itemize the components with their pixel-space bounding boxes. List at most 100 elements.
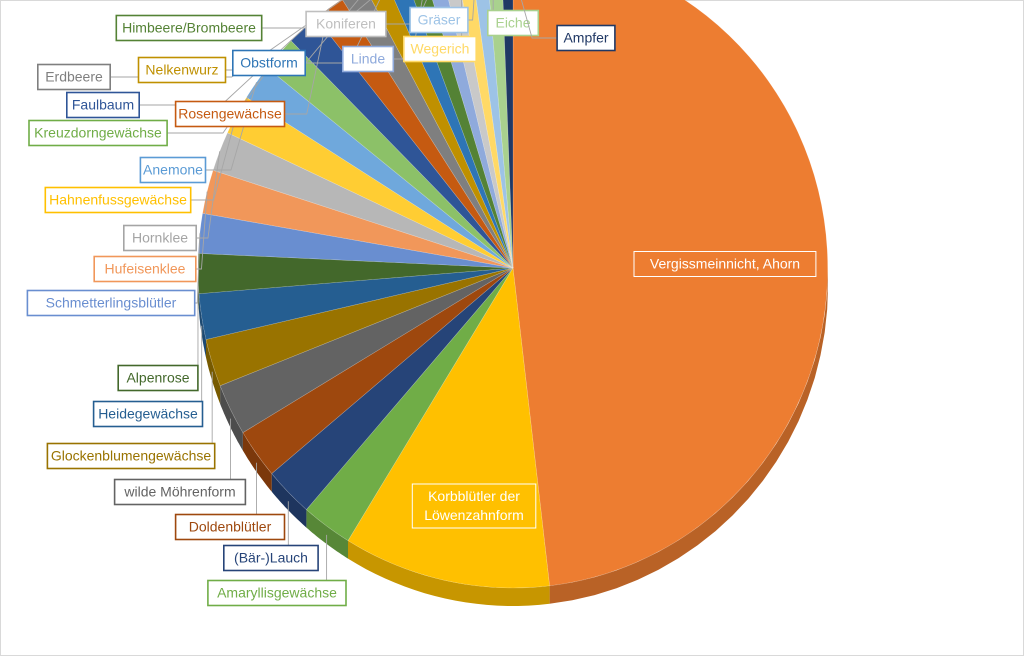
pie-side-segment [199,293,206,358]
data-label-text: Gräser [418,12,461,28]
data-label: Rosengewächse [174,8,330,128]
leader-line [194,233,201,304]
data-label-text: Hornklee [132,230,188,246]
pie-slice [475,0,514,269]
data-label-text: Glockenblumengewächse [51,448,212,464]
label-box [46,442,216,470]
label-box [123,224,198,252]
data-label-text: Wegerich [411,41,470,57]
data-label-text: Löwenzahnform [424,507,524,523]
pie-side-segment [348,540,550,606]
data-label: Himbeere/Brombeere [115,0,371,42]
label-box [207,579,347,607]
pie-slice [305,267,514,542]
pie-slice [413,0,514,269]
label-box [139,156,207,184]
data-label-text: Ampfer [563,30,608,46]
leader-line [467,0,475,21]
data-label-text: (Bär-)Lauch [234,550,308,566]
pie-side-segment [242,432,272,492]
data-label-text: Koniferen [316,16,376,32]
data-labels: Vergissmeinnicht, Ahorn Korbblütler der Lö… [26,0,817,607]
data-label: Heidegewächse [92,325,204,428]
pie-side-segment [220,385,243,451]
data-label-text: Anemone [143,162,203,178]
leader-line [167,53,280,134]
data-label-text: Korbblütler der [428,488,520,504]
label-box [232,49,307,77]
pie-slice [489,0,514,269]
label-box [223,544,319,572]
data-label: Wegerich [402,0,477,63]
data-label-text: Doldenblütler [189,519,272,535]
label-box [556,24,616,52]
data-label-text: Eiche [495,15,530,31]
data-label: Obstform [232,0,381,77]
label-box [633,251,817,277]
label-box [137,56,227,84]
pie-slice [371,0,514,269]
pie-side-segment [549,268,828,604]
data-label: Erdbeere [36,0,343,91]
data-label: Linde [341,0,423,73]
label-box [411,483,537,529]
label-box [93,255,197,283]
pie-slice [219,267,514,434]
label-box [305,10,387,38]
data-label-text: Alpenrose [126,370,189,386]
data-label-text: Nelkenwurz [145,62,218,78]
data-label-text: Erdbeere [45,69,103,85]
data-label: Schmetterlingsblütler [26,233,201,317]
data-label: Hornklee [123,151,221,252]
pie-side-segment [306,509,348,559]
leader-line [521,0,558,39]
data-label: Glockenblumengewächse [46,371,216,470]
label-box [26,289,196,317]
label-box [115,14,263,42]
pie-side-segment [206,339,221,404]
data-label: Gräser [409,0,475,34]
data-label: Koniferen [305,0,427,38]
data-label: (Bär-)Lauch [223,501,319,572]
data-label-text: Kreuzdorngewächse [34,125,162,141]
label-box [66,91,141,119]
data-label-text: Faulbaum [72,97,134,113]
data-label: Alpenrose [117,282,199,392]
data-label: Doldenblütler [174,462,286,541]
data-label: Anemone [139,82,257,184]
data-label: Faulbaum [66,28,304,119]
data-label: Amaryllisgewächse [207,534,347,607]
leader-line [195,191,208,270]
label-box [36,63,112,91]
pie-slice [242,267,514,475]
label-box [402,35,477,63]
data-label: Korbblütler der Löwenzahnform [411,483,537,529]
label-box [341,45,395,73]
label-box [113,478,247,506]
data-label: Hahnenfussgewächse [44,114,237,214]
label-box [174,513,286,541]
data-label: wilde Möhrenform [113,418,247,506]
data-label: Kreuzdorngewächse [28,53,280,147]
leader-line [196,151,221,239]
data-label-text: Vergissmeinnicht, Ahorn [650,256,800,272]
pie-slice [198,267,514,340]
label-box [44,186,192,214]
label-box [92,400,204,428]
data-label: Ampfer [521,0,616,52]
data-label-text: wilde Möhrenform [123,484,235,500]
data-label-text: Rosengewächse [178,106,282,122]
label-box [409,6,469,34]
pie-slice [394,0,514,269]
pie-side-segment [198,268,199,312]
pie-slice [512,0,829,587]
data-label-text: Linde [351,51,385,67]
data-label: Hufeisenklee [93,191,208,283]
label-box [174,100,286,128]
data-label-text: Amaryllisgewächse [217,585,337,601]
data-label-text: Heidegewächse [98,406,198,422]
pie-slice [462,0,514,269]
pie-side-segment [271,473,307,528]
pie-slice [448,0,514,269]
